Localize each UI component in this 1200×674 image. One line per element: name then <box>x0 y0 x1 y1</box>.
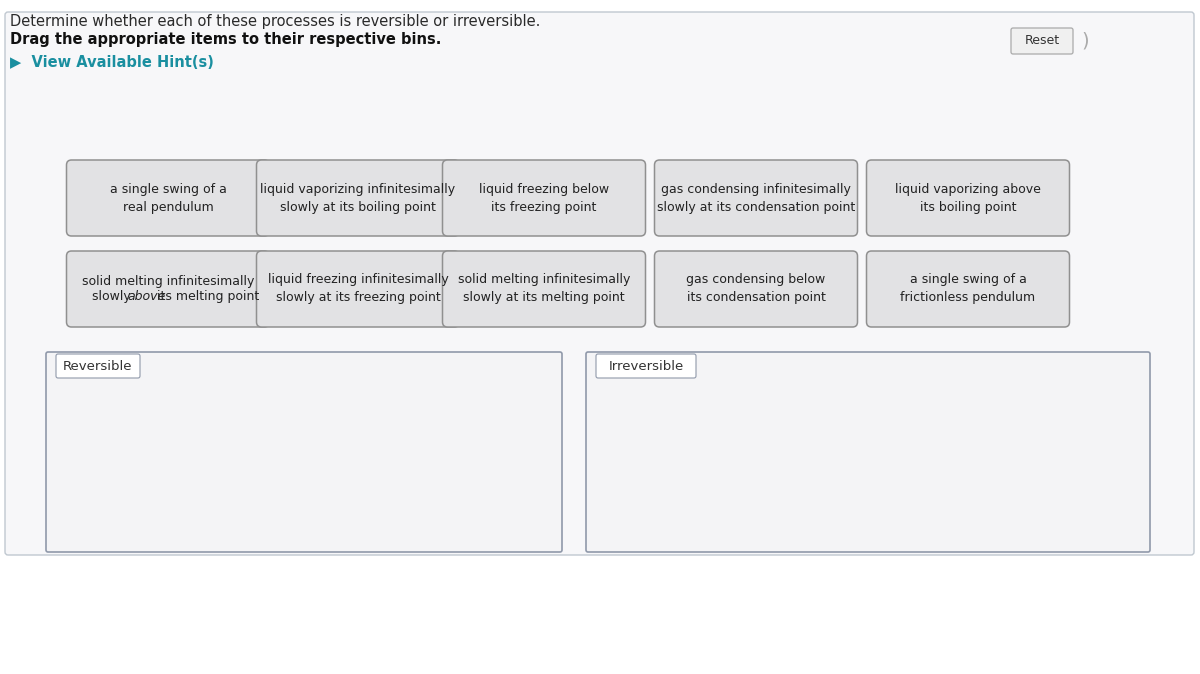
Text: its melting point: its melting point <box>152 290 259 303</box>
Text: gas condensing infinitesimally
slowly at its condensation point: gas condensing infinitesimally slowly at… <box>656 183 856 214</box>
Text: liquid vaporizing above
its boiling point: liquid vaporizing above its boiling poin… <box>895 183 1040 214</box>
Text: Determine whether each of these processes is reversible or irreversible.: Determine whether each of these processe… <box>10 14 540 29</box>
Text: a single swing of a
real pendulum: a single swing of a real pendulum <box>109 183 227 214</box>
Text: solid melting infinitesimally
slowly at its melting point: solid melting infinitesimally slowly at … <box>458 274 630 305</box>
Text: Reset: Reset <box>1025 34 1060 47</box>
FancyBboxPatch shape <box>46 352 562 552</box>
FancyBboxPatch shape <box>866 160 1069 236</box>
FancyBboxPatch shape <box>257 160 460 236</box>
Text: liquid freezing infinitesimally
slowly at its freezing point: liquid freezing infinitesimally slowly a… <box>268 274 449 305</box>
Text: gas condensing below
its condensation point: gas condensing below its condensation po… <box>686 274 826 305</box>
FancyBboxPatch shape <box>443 160 646 236</box>
Text: ▶  View Available Hint(s): ▶ View Available Hint(s) <box>10 55 214 70</box>
Text: liquid freezing below
its freezing point: liquid freezing below its freezing point <box>479 183 610 214</box>
Text: Drag the appropriate items to their respective bins.: Drag the appropriate items to their resp… <box>10 32 442 47</box>
FancyBboxPatch shape <box>5 12 1194 555</box>
FancyBboxPatch shape <box>66 160 270 236</box>
FancyBboxPatch shape <box>443 251 646 327</box>
Text: Irreversible: Irreversible <box>608 359 684 373</box>
FancyBboxPatch shape <box>654 160 858 236</box>
FancyBboxPatch shape <box>654 251 858 327</box>
Text: liquid vaporizing infinitesimally
slowly at its boiling point: liquid vaporizing infinitesimally slowly… <box>260 183 456 214</box>
Text: above: above <box>127 290 166 303</box>
FancyBboxPatch shape <box>596 354 696 378</box>
FancyBboxPatch shape <box>586 352 1150 552</box>
FancyBboxPatch shape <box>56 354 140 378</box>
FancyBboxPatch shape <box>1010 28 1073 54</box>
Text: a single swing of a
frictionless pendulum: a single swing of a frictionless pendulu… <box>900 274 1036 305</box>
FancyBboxPatch shape <box>866 251 1069 327</box>
FancyBboxPatch shape <box>66 251 270 327</box>
FancyBboxPatch shape <box>257 251 460 327</box>
Text: slowly: slowly <box>92 290 136 303</box>
Text: solid melting infinitesimally: solid melting infinitesimally <box>82 275 254 288</box>
Text: Reversible: Reversible <box>64 359 133 373</box>
Text: ): ) <box>1081 32 1088 51</box>
